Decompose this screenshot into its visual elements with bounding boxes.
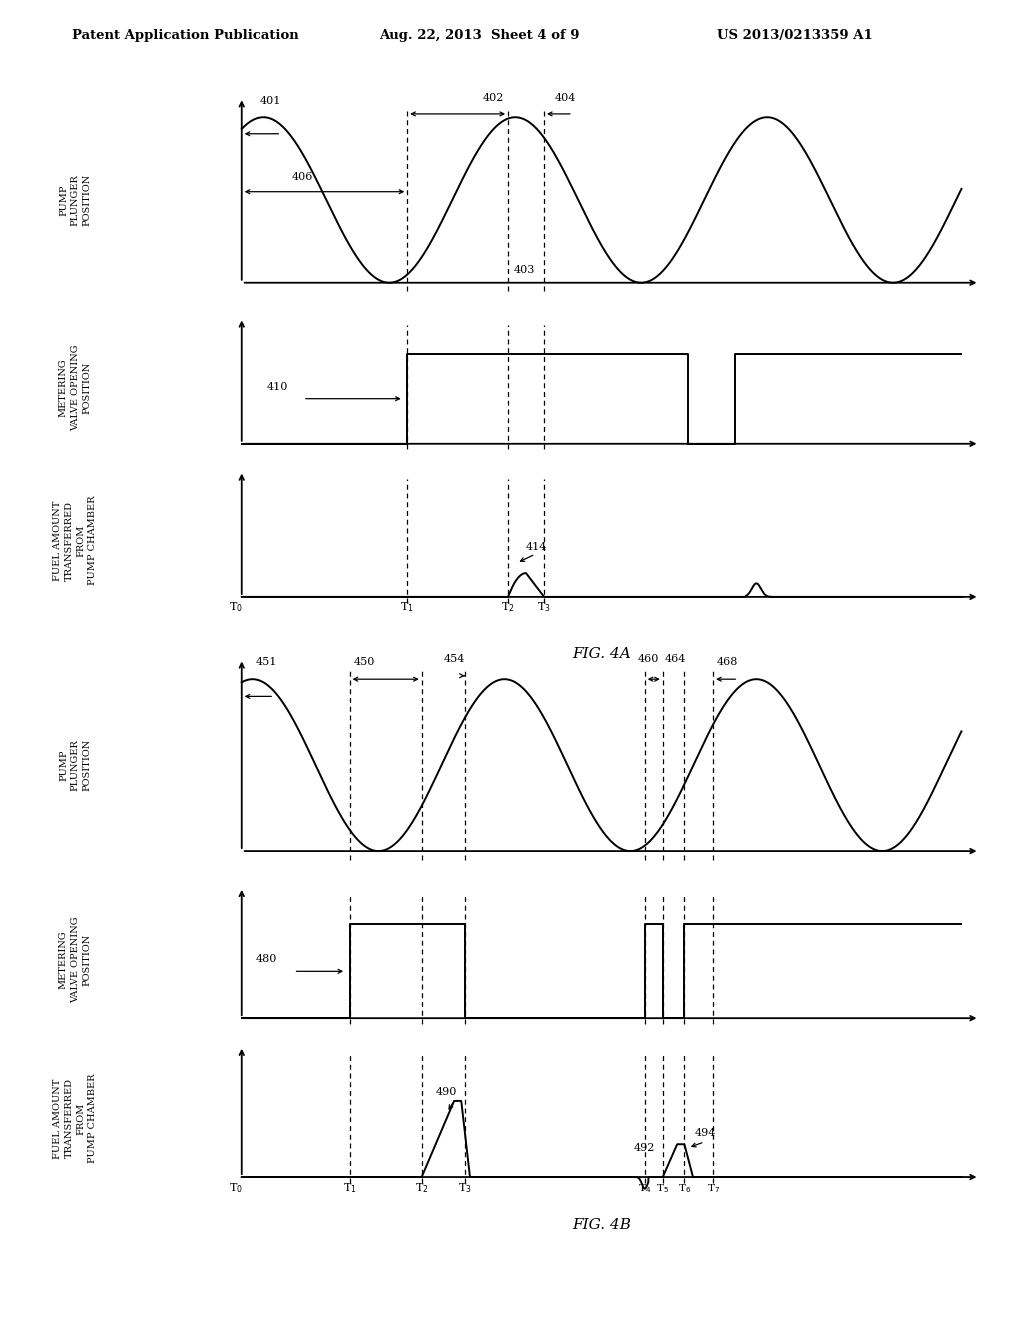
Text: METERING
VALVE OPENING
POSITION: METERING VALVE OPENING POSITION	[59, 916, 91, 1003]
Text: 414: 414	[526, 541, 548, 552]
Text: 464: 464	[665, 653, 686, 664]
Text: PUMP
PLUNGER
POSITION: PUMP PLUNGER POSITION	[59, 174, 91, 226]
Text: 490: 490	[436, 1088, 458, 1097]
Text: 402: 402	[483, 92, 504, 103]
Text: T$_5$: T$_5$	[656, 1183, 670, 1195]
Text: 494: 494	[695, 1129, 717, 1138]
Text: 492: 492	[634, 1143, 655, 1154]
Text: T$_0$: T$_0$	[229, 1181, 243, 1195]
Text: PUMP
PLUNGER
POSITION: PUMP PLUNGER POSITION	[59, 739, 91, 791]
Text: 468: 468	[717, 657, 738, 668]
Text: T$_3$: T$_3$	[458, 1181, 472, 1195]
Text: FUEL AMOUNT
TRANSFERRED
FROM
PUMP CHAMBER: FUEL AMOUNT TRANSFERRED FROM PUMP CHAMBE…	[53, 1073, 97, 1163]
Text: 460: 460	[638, 653, 659, 664]
Text: T$_1$: T$_1$	[343, 1181, 356, 1195]
Text: METERING
VALVE OPENING
POSITION: METERING VALVE OPENING POSITION	[59, 345, 91, 430]
Text: FIG. 4A: FIG. 4A	[572, 647, 631, 661]
Text: 403: 403	[514, 265, 536, 275]
Text: US 2013/0213359 A1: US 2013/0213359 A1	[717, 29, 872, 42]
Text: FIG. 4B: FIG. 4B	[572, 1218, 631, 1233]
Text: T$_1$: T$_1$	[400, 601, 414, 614]
Text: T$_2$: T$_2$	[415, 1181, 428, 1195]
Text: T$_2$: T$_2$	[501, 601, 515, 614]
Text: T$_4$: T$_4$	[638, 1183, 651, 1195]
Text: 406: 406	[292, 172, 313, 182]
Text: 410: 410	[267, 381, 289, 392]
Text: 451: 451	[256, 657, 278, 668]
Text: T$_0$: T$_0$	[229, 601, 243, 614]
Text: 404: 404	[555, 92, 577, 103]
Text: FUEL AMOUNT
TRANSFERRED
FROM
PUMP CHAMBER: FUEL AMOUNT TRANSFERRED FROM PUMP CHAMBE…	[53, 496, 97, 585]
Text: 450: 450	[353, 657, 375, 668]
Text: Aug. 22, 2013  Sheet 4 of 9: Aug. 22, 2013 Sheet 4 of 9	[379, 29, 580, 42]
Text: 454: 454	[443, 653, 465, 664]
Text: T$_3$: T$_3$	[538, 601, 551, 614]
Text: Patent Application Publication: Patent Application Publication	[72, 29, 298, 42]
Text: T$_7$: T$_7$	[707, 1183, 720, 1195]
Text: 401: 401	[260, 96, 282, 106]
Text: T$_6$: T$_6$	[678, 1183, 691, 1195]
Text: 480: 480	[256, 954, 278, 964]
